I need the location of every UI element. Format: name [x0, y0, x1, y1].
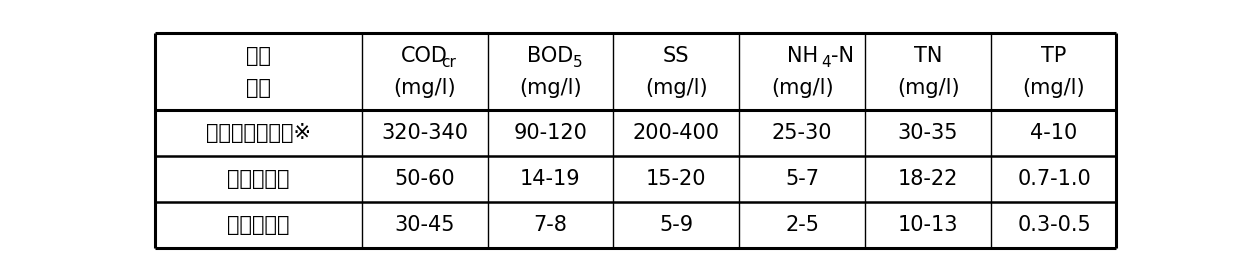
Text: 90-120: 90-120 [513, 123, 588, 143]
Text: 4-10: 4-10 [1030, 123, 1078, 143]
Text: NH: NH [786, 46, 818, 66]
Text: (mg/l): (mg/l) [771, 78, 833, 98]
Text: 0.7-1.0: 0.7-1.0 [1017, 169, 1091, 189]
Text: BOD: BOD [527, 46, 574, 66]
Text: 14-19: 14-19 [520, 169, 580, 189]
Text: 200-400: 200-400 [632, 123, 720, 143]
Text: 25-30: 25-30 [773, 123, 832, 143]
Text: 污水厂初始进水※: 污水厂初始进水※ [206, 123, 311, 143]
Text: 10-13: 10-13 [898, 215, 959, 235]
Text: 5: 5 [573, 55, 582, 70]
Text: 名称: 名称 [246, 78, 270, 98]
Text: 4: 4 [821, 55, 831, 70]
Text: 30-35: 30-35 [898, 123, 959, 143]
Text: 2-5: 2-5 [785, 215, 820, 235]
Text: 5-7: 5-7 [785, 169, 820, 189]
Text: cr: cr [441, 55, 456, 70]
Text: -N: -N [831, 46, 854, 66]
Text: 改造后出水: 改造后出水 [227, 215, 290, 235]
Text: (mg/l): (mg/l) [393, 78, 456, 98]
Text: 18-22: 18-22 [898, 169, 959, 189]
Text: (mg/l): (mg/l) [520, 78, 582, 98]
Text: (mg/l): (mg/l) [1023, 78, 1085, 98]
Text: 30-45: 30-45 [394, 215, 455, 235]
Text: 15-20: 15-20 [646, 169, 707, 189]
Text: 7-8: 7-8 [533, 215, 568, 235]
Text: (mg/l): (mg/l) [645, 78, 708, 98]
Text: SS: SS [663, 46, 689, 66]
Text: (mg/l): (mg/l) [897, 78, 960, 98]
Text: TP: TP [1042, 46, 1066, 66]
Text: COD: COD [401, 46, 448, 66]
Text: 0.3-0.5: 0.3-0.5 [1017, 215, 1091, 235]
Text: 50-60: 50-60 [394, 169, 455, 189]
Text: 5-9: 5-9 [660, 215, 693, 235]
Text: 320-340: 320-340 [381, 123, 467, 143]
Text: 项目: 项目 [246, 46, 270, 66]
Text: TN: TN [914, 46, 942, 66]
Text: 改造前出水: 改造前出水 [227, 169, 290, 189]
